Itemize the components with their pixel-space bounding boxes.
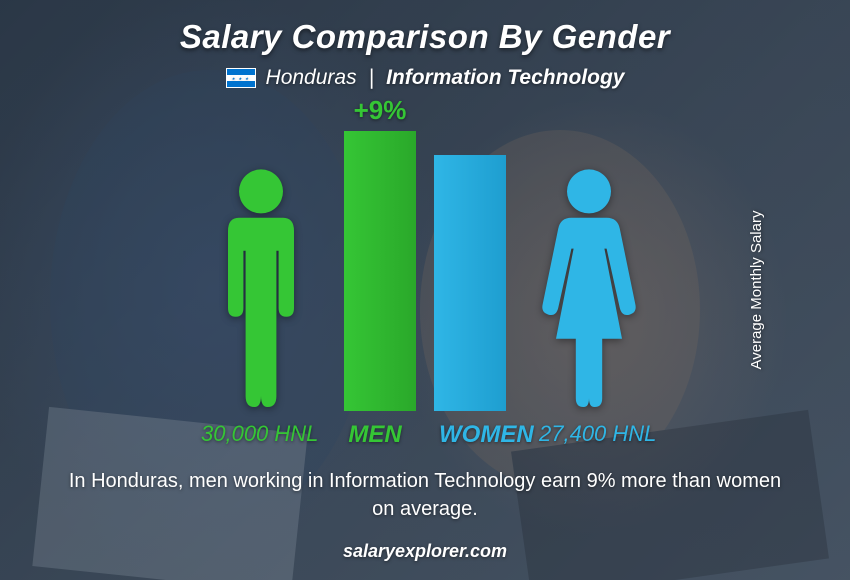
y-axis-label: Average Monthly Salary <box>748 211 765 370</box>
country-label: Honduras <box>266 66 357 90</box>
separator: | <box>369 66 374 90</box>
women-salary-value: 27,400 HNL <box>539 421 656 446</box>
women-label: WOMEN <box>439 421 534 448</box>
male-person-icon <box>206 161 316 411</box>
bar-women <box>434 155 506 411</box>
labels-row: 30,000 HNL MEN WOMEN 27,400 HNL <box>40 421 810 449</box>
men-label: MEN <box>348 421 401 448</box>
description-text: In Honduras, men working in Information … <box>60 467 790 523</box>
men-salary-value: 30,000 HNL <box>201 421 318 446</box>
page-title: Salary Comparison By Gender <box>180 18 670 56</box>
infographic-container: Salary Comparison By Gender ★ ★ ★ Hondur… <box>0 0 850 580</box>
industry-label: Information Technology <box>386 66 624 90</box>
bar-men: +9% <box>344 131 416 411</box>
difference-badge: +9% <box>354 95 407 126</box>
female-person-icon <box>534 161 644 411</box>
honduras-flag-icon: ★ ★ ★ <box>226 68 256 88</box>
bar-group: +9% <box>344 131 506 411</box>
chart-area: +9% <box>40 108 810 411</box>
subtitle-row: ★ ★ ★ Honduras | Information Technology <box>226 66 625 90</box>
source-attribution: salaryexplorer.com <box>343 541 507 562</box>
